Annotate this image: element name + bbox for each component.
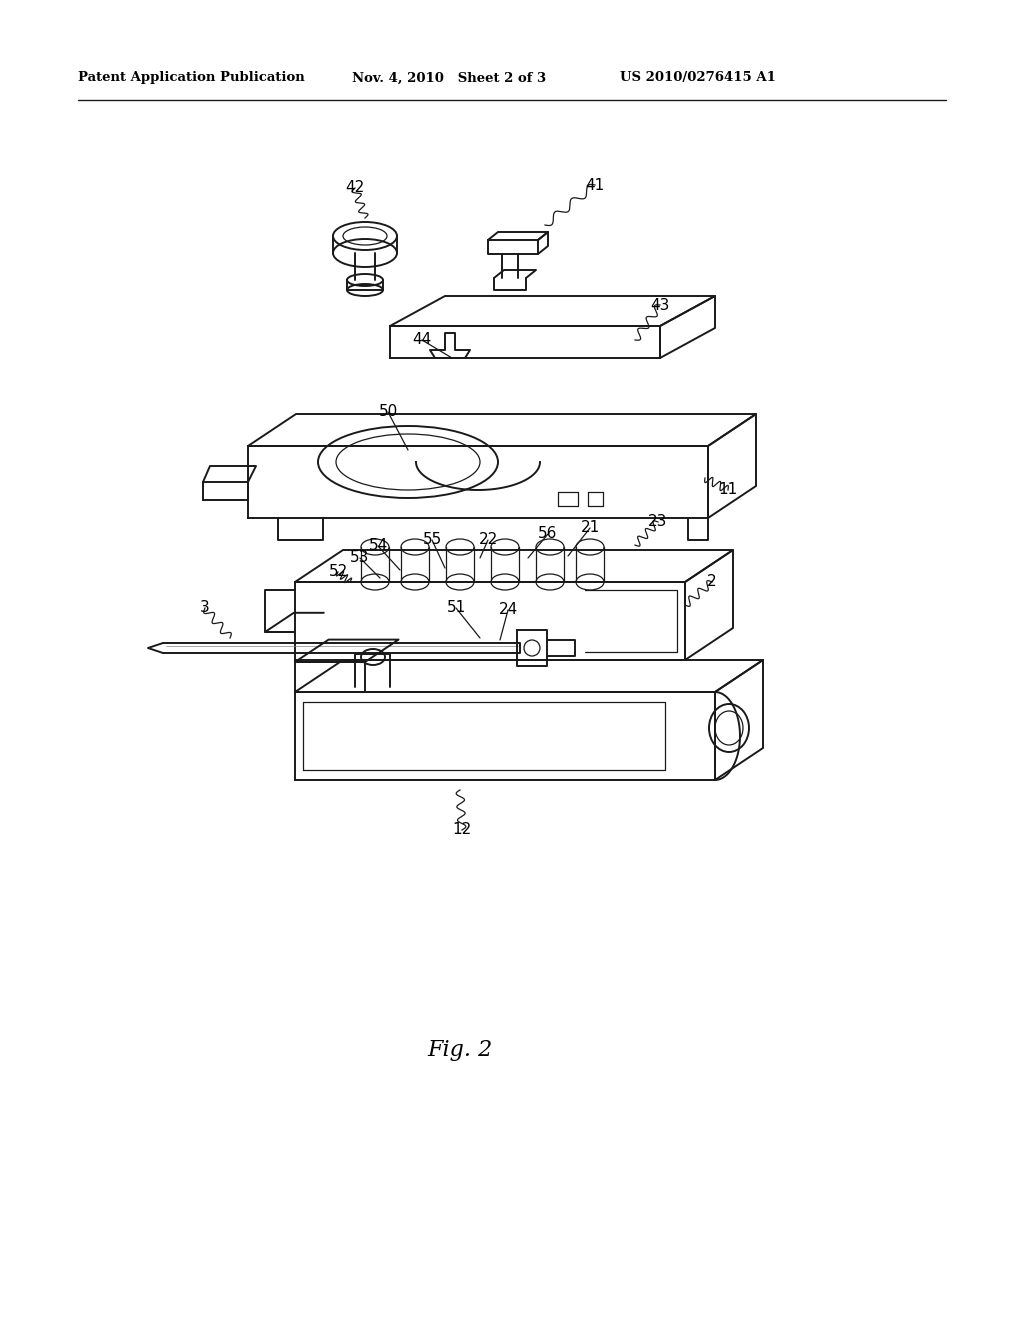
- Text: Patent Application Publication: Patent Application Publication: [78, 71, 305, 84]
- Text: 41: 41: [586, 177, 604, 193]
- Text: 56: 56: [539, 527, 558, 541]
- Text: 42: 42: [345, 181, 365, 195]
- Text: 44: 44: [413, 333, 432, 347]
- Text: Fig. 2: Fig. 2: [427, 1039, 493, 1061]
- Text: 22: 22: [478, 532, 498, 548]
- Text: 24: 24: [499, 602, 517, 618]
- Text: 11: 11: [719, 483, 737, 498]
- Text: 23: 23: [648, 515, 668, 529]
- Text: 50: 50: [379, 404, 397, 420]
- Text: 43: 43: [650, 297, 670, 313]
- Text: 3: 3: [200, 601, 210, 615]
- Text: 55: 55: [422, 532, 441, 548]
- Text: 54: 54: [369, 539, 388, 553]
- Text: 52: 52: [329, 565, 347, 579]
- Text: 51: 51: [446, 601, 466, 615]
- Text: 12: 12: [453, 822, 472, 837]
- Text: 21: 21: [581, 520, 600, 536]
- Text: 2: 2: [708, 574, 717, 590]
- Text: US 2010/0276415 A1: US 2010/0276415 A1: [620, 71, 776, 84]
- Text: 53: 53: [350, 550, 370, 565]
- Text: Nov. 4, 2010   Sheet 2 of 3: Nov. 4, 2010 Sheet 2 of 3: [352, 71, 546, 84]
